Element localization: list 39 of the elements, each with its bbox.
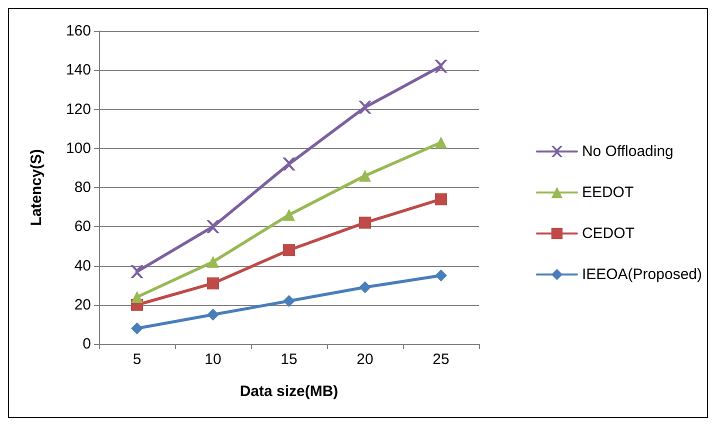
point	[359, 170, 371, 182]
point	[359, 216, 371, 229]
x-tick-label: 15	[280, 351, 298, 368]
y-tick-label: 0	[82, 336, 91, 352]
y-tick-label: 100	[66, 140, 91, 157]
legend-label: EEDOT	[582, 184, 634, 201]
y-tick-label: 160	[66, 22, 91, 40]
y-tick-label: 140	[66, 62, 91, 79]
point	[207, 308, 219, 321]
point	[282, 158, 296, 171]
point	[130, 265, 144, 278]
point	[435, 270, 447, 282]
y-tick-label: 40	[74, 257, 91, 274]
legend-label: No Offloading	[582, 143, 674, 160]
y-tick-label: 20	[74, 296, 91, 314]
point	[131, 322, 143, 334]
legend-label: IEEOA(Proposed)	[582, 266, 702, 283]
legend-label: CEDOT	[582, 225, 634, 242]
point	[131, 291, 143, 304]
point	[206, 220, 220, 234]
point	[359, 281, 371, 294]
point	[358, 100, 372, 114]
x-tick-label: 20	[356, 351, 374, 368]
point	[435, 136, 447, 149]
x-axis-title: Data size(MB)	[240, 383, 338, 400]
x-tick-label: 10	[204, 351, 222, 368]
point	[207, 277, 219, 290]
point	[283, 208, 295, 221]
y-tick-label: 80	[74, 179, 91, 196]
x-tick-label: 25	[432, 351, 450, 368]
x-tick-label: 5	[132, 351, 142, 368]
y-tick-label: 60	[74, 218, 91, 236]
point	[434, 60, 448, 73]
point	[283, 294, 295, 307]
y-axis-title: Latency(S)	[28, 149, 45, 226]
point	[283, 244, 295, 256]
y-tick-label: 120	[66, 100, 91, 118]
point	[207, 256, 219, 268]
point	[435, 193, 447, 206]
